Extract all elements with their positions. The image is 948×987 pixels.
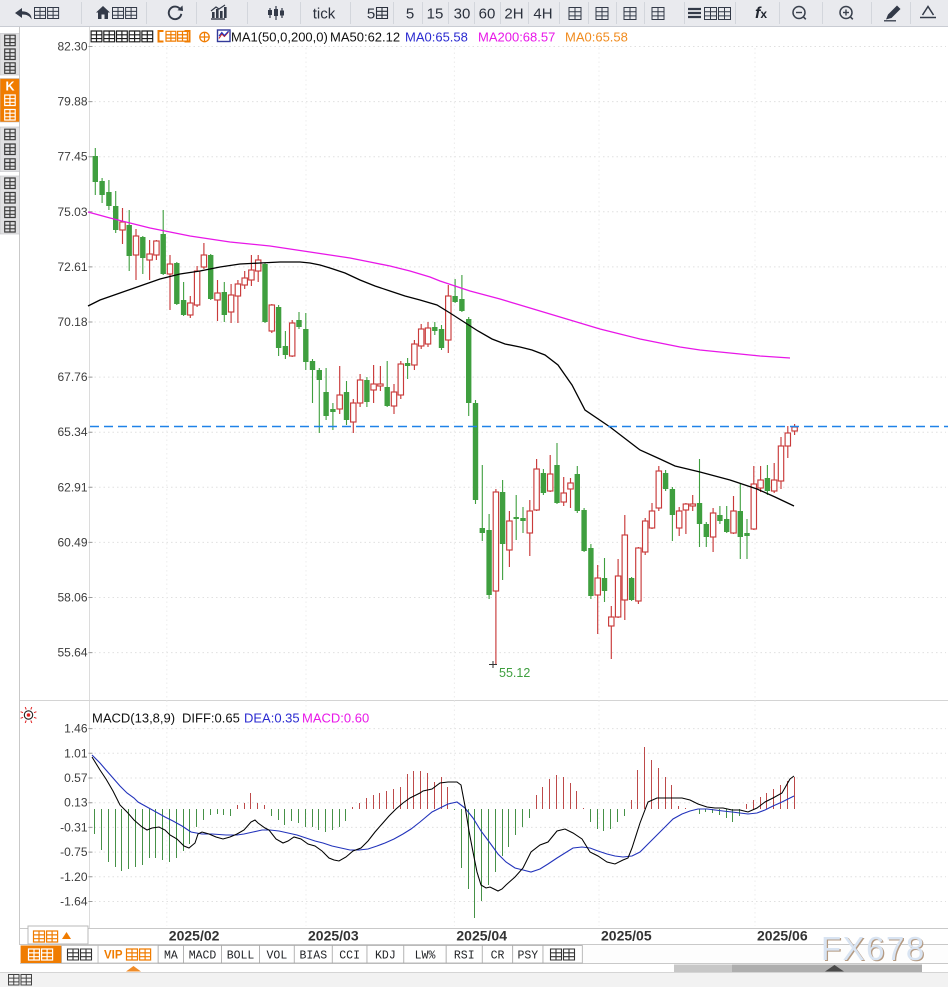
svg-text:55.12: 55.12 bbox=[499, 666, 530, 680]
svg-text:VIP: VIP bbox=[104, 950, 123, 962]
svg-text:58.06: 58.06 bbox=[57, 591, 87, 605]
svg-text:LW%: LW% bbox=[415, 950, 436, 963]
svg-text:DIFF:0.65: DIFF:0.65 bbox=[182, 711, 240, 726]
svg-text:60: 60 bbox=[479, 6, 496, 23]
svg-text:79.88: 79.88 bbox=[57, 95, 87, 109]
svg-text:-0.75: -0.75 bbox=[60, 845, 88, 859]
svg-text:2025/02: 2025/02 bbox=[169, 928, 220, 944]
svg-text:62.91: 62.91 bbox=[57, 480, 87, 494]
svg-text:15: 15 bbox=[427, 6, 444, 23]
svg-text:70.18: 70.18 bbox=[57, 315, 87, 329]
svg-text:77.45: 77.45 bbox=[57, 150, 87, 164]
svg-text:KDJ: KDJ bbox=[375, 950, 396, 963]
svg-text:1.01: 1.01 bbox=[64, 746, 88, 760]
svg-text:2025/03: 2025/03 bbox=[308, 928, 359, 944]
svg-text:fx: fx bbox=[755, 5, 767, 22]
svg-text:MACD:0.60: MACD:0.60 bbox=[302, 711, 369, 726]
svg-text:MA200:68.57: MA200:68.57 bbox=[478, 30, 555, 45]
svg-text:K: K bbox=[5, 80, 14, 94]
svg-text:0.13: 0.13 bbox=[64, 796, 88, 810]
svg-text:-1.64: -1.64 bbox=[60, 895, 88, 909]
svg-text:75.03: 75.03 bbox=[57, 205, 87, 219]
svg-text:5: 5 bbox=[367, 6, 375, 23]
svg-text:2H: 2H bbox=[504, 6, 523, 23]
svg-text:CR: CR bbox=[491, 950, 505, 963]
svg-text:30: 30 bbox=[454, 6, 471, 23]
svg-text:67.76: 67.76 bbox=[57, 370, 87, 384]
svg-text:65.34: 65.34 bbox=[57, 425, 87, 439]
svg-text:55.64: 55.64 bbox=[57, 646, 87, 660]
svg-text:4H: 4H bbox=[533, 6, 552, 23]
svg-text:0.57: 0.57 bbox=[64, 771, 88, 785]
svg-text:BIAS: BIAS bbox=[299, 950, 327, 963]
svg-text:MACD(13,8,9): MACD(13,8,9) bbox=[92, 711, 175, 726]
svg-text:2025/04: 2025/04 bbox=[456, 928, 507, 944]
svg-text:MA1(50,0,200,0): MA1(50,0,200,0) bbox=[231, 30, 328, 45]
svg-text:FX678: FX678 bbox=[821, 930, 926, 967]
svg-text:FX678: FX678 bbox=[822, 931, 927, 968]
svg-text:RSI: RSI bbox=[454, 950, 475, 963]
svg-text:VOL: VOL bbox=[267, 950, 288, 963]
svg-text:-0.31: -0.31 bbox=[60, 820, 88, 834]
svg-text:CCI: CCI bbox=[339, 950, 360, 963]
svg-text:MA50:62.12: MA50:62.12 bbox=[330, 30, 400, 45]
svg-text:MA0:65.58: MA0:65.58 bbox=[405, 30, 468, 45]
svg-text:82.30: 82.30 bbox=[57, 40, 87, 54]
svg-text:2025/06: 2025/06 bbox=[757, 928, 808, 944]
svg-text:5: 5 bbox=[406, 6, 414, 23]
svg-text:MA: MA bbox=[164, 950, 178, 963]
svg-text:-1.20: -1.20 bbox=[60, 870, 88, 884]
svg-text:MA0:65.58: MA0:65.58 bbox=[565, 30, 628, 45]
svg-text:DEA:0.35: DEA:0.35 bbox=[244, 711, 300, 726]
svg-text:PSY: PSY bbox=[517, 950, 538, 963]
svg-text:1.46: 1.46 bbox=[64, 722, 88, 736]
svg-text:BOLL: BOLL bbox=[227, 950, 255, 963]
svg-text:MACD: MACD bbox=[189, 950, 217, 963]
svg-text:2025/05: 2025/05 bbox=[601, 928, 652, 944]
svg-text:72.61: 72.61 bbox=[57, 260, 87, 274]
svg-text:60.49: 60.49 bbox=[57, 535, 87, 549]
svg-text:tick: tick bbox=[313, 6, 336, 23]
